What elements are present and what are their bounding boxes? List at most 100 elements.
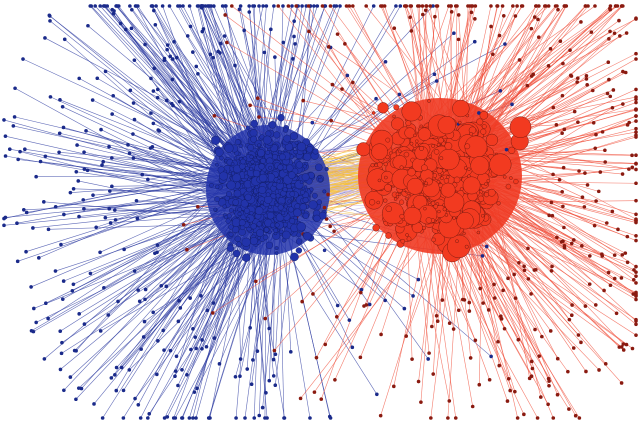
node [280, 210, 286, 216]
node [586, 4, 590, 8]
node [634, 212, 638, 217]
node [177, 298, 181, 303]
node [398, 149, 402, 154]
node [625, 123, 630, 127]
node [591, 120, 596, 125]
node [436, 142, 441, 147]
node [76, 179, 81, 183]
node [470, 156, 490, 175]
node [72, 348, 77, 353]
node [561, 239, 565, 244]
node [505, 399, 510, 403]
node [34, 320, 38, 325]
node [324, 166, 329, 172]
node [151, 89, 156, 93]
edge [16, 183, 242, 224]
node [551, 416, 556, 420]
node [265, 150, 271, 155]
node [131, 132, 135, 136]
node [274, 202, 280, 207]
node [621, 342, 626, 346]
node [335, 303, 340, 308]
node [148, 146, 153, 150]
node [614, 4, 618, 8]
node [575, 76, 580, 81]
node [416, 379, 421, 384]
node [634, 322, 638, 327]
node [121, 388, 126, 393]
node [612, 31, 617, 36]
node [600, 130, 605, 134]
node [431, 237, 436, 243]
node [320, 4, 325, 8]
node [292, 34, 296, 39]
node [515, 416, 520, 420]
node [407, 168, 416, 177]
node [444, 142, 453, 150]
node [7, 147, 12, 151]
node [249, 129, 258, 137]
node [497, 363, 502, 368]
node [262, 135, 272, 145]
node [371, 4, 376, 8]
node [243, 207, 250, 214]
node [592, 223, 597, 228]
node [430, 201, 436, 206]
node [101, 4, 106, 8]
node [281, 4, 285, 8]
node [282, 187, 288, 193]
node [619, 381, 624, 385]
node [486, 308, 491, 312]
node [206, 416, 211, 420]
node [29, 328, 34, 333]
node [455, 239, 459, 244]
node [194, 416, 198, 420]
node [164, 284, 169, 289]
node [155, 87, 160, 92]
node [247, 144, 255, 151]
node [170, 77, 175, 82]
node [77, 214, 81, 219]
node [232, 173, 241, 183]
node [86, 23, 90, 28]
node [233, 63, 237, 68]
node [334, 4, 339, 8]
node [180, 416, 185, 420]
node [634, 130, 638, 134]
node [234, 416, 238, 420]
node [226, 213, 232, 219]
node [470, 404, 475, 409]
node [251, 358, 255, 362]
node [224, 143, 234, 153]
node [567, 407, 571, 411]
node [462, 176, 481, 195]
node [328, 4, 333, 8]
node [467, 309, 472, 313]
node [102, 285, 106, 290]
node [487, 188, 496, 197]
node [293, 208, 302, 217]
node [347, 4, 352, 8]
node [452, 216, 456, 220]
node [634, 100, 638, 105]
node [411, 294, 415, 298]
node [141, 335, 146, 339]
node [226, 191, 232, 198]
node [627, 167, 631, 171]
node [282, 127, 289, 133]
node [535, 416, 540, 420]
node [555, 392, 560, 397]
node [82, 207, 86, 211]
node [489, 153, 512, 176]
node [265, 241, 274, 249]
node [558, 39, 563, 43]
node [143, 287, 148, 292]
node [562, 127, 567, 132]
node [577, 169, 581, 173]
node [15, 259, 20, 264]
node [416, 277, 421, 282]
node [399, 213, 405, 219]
node [468, 356, 473, 360]
node [502, 326, 507, 331]
node [371, 143, 388, 161]
